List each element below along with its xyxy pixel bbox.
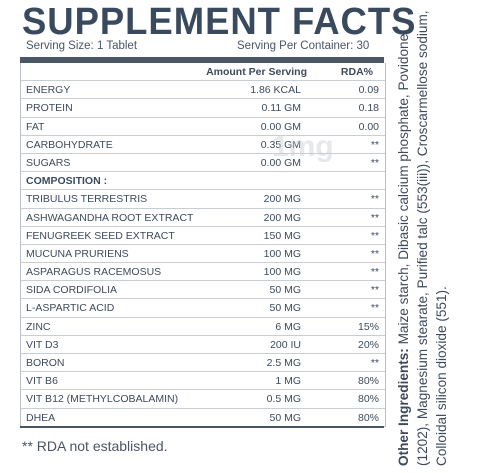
rda-percent: **	[370, 156, 379, 169]
amount-per-serving: 0.5 MG	[266, 393, 301, 406]
table-row: ASHWAGANDHA ROOT EXTRACT 200 MG **	[21, 209, 385, 227]
column-header-amount: Amount Per Serving	[206, 66, 307, 78]
serving-size: Serving Size: 1 Tablet	[26, 40, 138, 52]
nutrient-name: CARBOHYDRATE	[26, 138, 113, 151]
amount-per-serving: 50 MG	[269, 284, 301, 297]
rda-percent: **	[370, 247, 379, 260]
rda-percent: 80%	[357, 411, 379, 424]
amount-per-serving: 2.5 MG	[266, 357, 301, 369]
nutrient-name: PROTEIN	[26, 102, 73, 115]
amount-per-serving: 50 MG	[269, 302, 301, 315]
amount-per-serving: 50 MG	[269, 411, 301, 424]
nutrient-name: DHEA	[26, 411, 56, 424]
nutrient-name: BORON	[26, 357, 65, 369]
nutrient-name: VIT B6	[26, 375, 58, 388]
amount-per-serving: 0.11 GM	[261, 102, 302, 115]
table-row: BORON 2.5 MG **	[21, 354, 385, 373]
nutrient-name: FAT	[26, 120, 45, 133]
table-row: VIT D3 200 IU 20%	[21, 336, 385, 354]
table-row: FAT 0.00 GM 0.00	[21, 118, 385, 136]
nutrient-name: ZINC	[26, 320, 51, 333]
table-row: CARBOHYDRATE 0.35 GM **	[21, 136, 385, 154]
rda-percent: 80%	[357, 393, 379, 406]
nutrient-name: COMPOSITION :	[26, 175, 108, 188]
table-row: ASPARAGUS RACEMOSUS 100 MG **	[21, 263, 385, 282]
amount-per-serving: 0.00 GM	[260, 120, 301, 133]
rda-percent: **	[370, 229, 379, 242]
rda-percent: **	[370, 357, 379, 369]
table-top-rule	[20, 57, 384, 63]
amount-per-serving: 200 MG	[263, 193, 301, 206]
nutrient-name: VIT B12 (METHYLCOBALAMIN)	[26, 393, 179, 406]
amount-per-serving: 0.35 GM	[260, 138, 301, 151]
table-row: L-ASPARTIC ACID 50 MG **	[21, 299, 385, 318]
table-row: MUCUNA PRURIENS 100 MG **	[21, 245, 385, 264]
nutrient-name: SIDA CORDIFOLIA	[26, 284, 118, 297]
rda-percent: 0.09	[358, 84, 379, 97]
table-row: FENUGREEK SEED EXTRACT 150 MG **	[21, 227, 385, 245]
other-ingredients: Other Ingredients: Maize starch, Dibasic…	[394, 0, 451, 466]
table-row: PROTEIN 0.11 GM 0.18	[21, 99, 385, 118]
nutrient-name: FENUGREEK SEED EXTRACT	[26, 229, 175, 242]
serving-per-container: Serving Per Container: 30	[237, 40, 370, 52]
table-row: SIDA CORDIFOLIA 50 MG **	[21, 281, 385, 300]
table-row: ZINC 6 MG 15%	[21, 318, 385, 336]
rda-percent: **	[370, 302, 379, 315]
page-title: SUPPLEMENT FACTS	[22, 1, 417, 43]
footnote: ** RDA not established.	[22, 438, 168, 454]
table-row: TRIBULUS TERRESTRIS 200 MG **	[21, 190, 385, 209]
table-header-row: Amount Per Serving RDA%	[21, 63, 385, 82]
amount-per-serving: 150 MG	[263, 229, 301, 242]
nutrient-name: ASPARAGUS RACEMOSUS	[26, 266, 162, 279]
amount-per-serving: 200 IU	[270, 338, 301, 351]
amount-per-serving: 200 MG	[263, 211, 301, 224]
table-row: DHEA 50 MG 80%	[21, 409, 385, 427]
amount-per-serving: 1 MG	[275, 375, 301, 388]
rda-percent: 0.18	[358, 102, 379, 115]
amount-per-serving: 0.00 GM	[260, 156, 301, 169]
nutrient-name: ENERGY	[26, 84, 71, 97]
nutrient-name: ASHWAGANDHA ROOT EXTRACT	[26, 211, 194, 224]
rda-percent: **	[370, 193, 379, 206]
section-row: COMPOSITION :	[21, 172, 385, 191]
amount-per-serving: 6 MG	[275, 320, 301, 333]
column-header-rda: RDA%	[340, 66, 373, 78]
nutrient-name: TRIBULUS TERRESTRIS	[26, 193, 148, 206]
rda-percent: **	[370, 138, 379, 151]
nutrient-name: VIT D3	[26, 338, 59, 351]
rda-percent: **	[370, 211, 379, 224]
nutrient-name: L-ASPARTIC ACID	[26, 302, 115, 315]
amount-per-serving: 100 MG	[263, 266, 301, 279]
ingredients-label: Other Ingredients:	[396, 348, 411, 466]
rda-percent: 0.00	[358, 120, 379, 133]
nutrient-name: MUCUNA PRURIENS	[26, 247, 129, 260]
table-row: ENERGY 1.86 KCAL 0.09	[21, 81, 385, 100]
supplement-facts-table: Amount Per Serving RDA% ENERGY 1.86 KCAL 0…	[20, 63, 386, 427]
rda-percent: 20%	[357, 338, 379, 351]
table-bottom-rule	[20, 426, 384, 428]
rda-percent: 15%	[357, 320, 379, 333]
rda-percent: 80%	[357, 375, 379, 388]
table-row: VIT B12 (METHYLCOBALAMIN) 0.5 MG 80%	[21, 390, 385, 409]
nutrient-name: SUGARS	[26, 156, 71, 169]
rda-percent: **	[370, 266, 379, 279]
amount-per-serving: 1.86 KCAL	[250, 84, 301, 97]
rda-percent: **	[370, 284, 379, 297]
table-row: SUGARS 0.00 GM **	[21, 154, 385, 173]
table-row: VIT B6 1 MG 80%	[21, 372, 385, 391]
amount-per-serving: 100 MG	[263, 247, 301, 260]
